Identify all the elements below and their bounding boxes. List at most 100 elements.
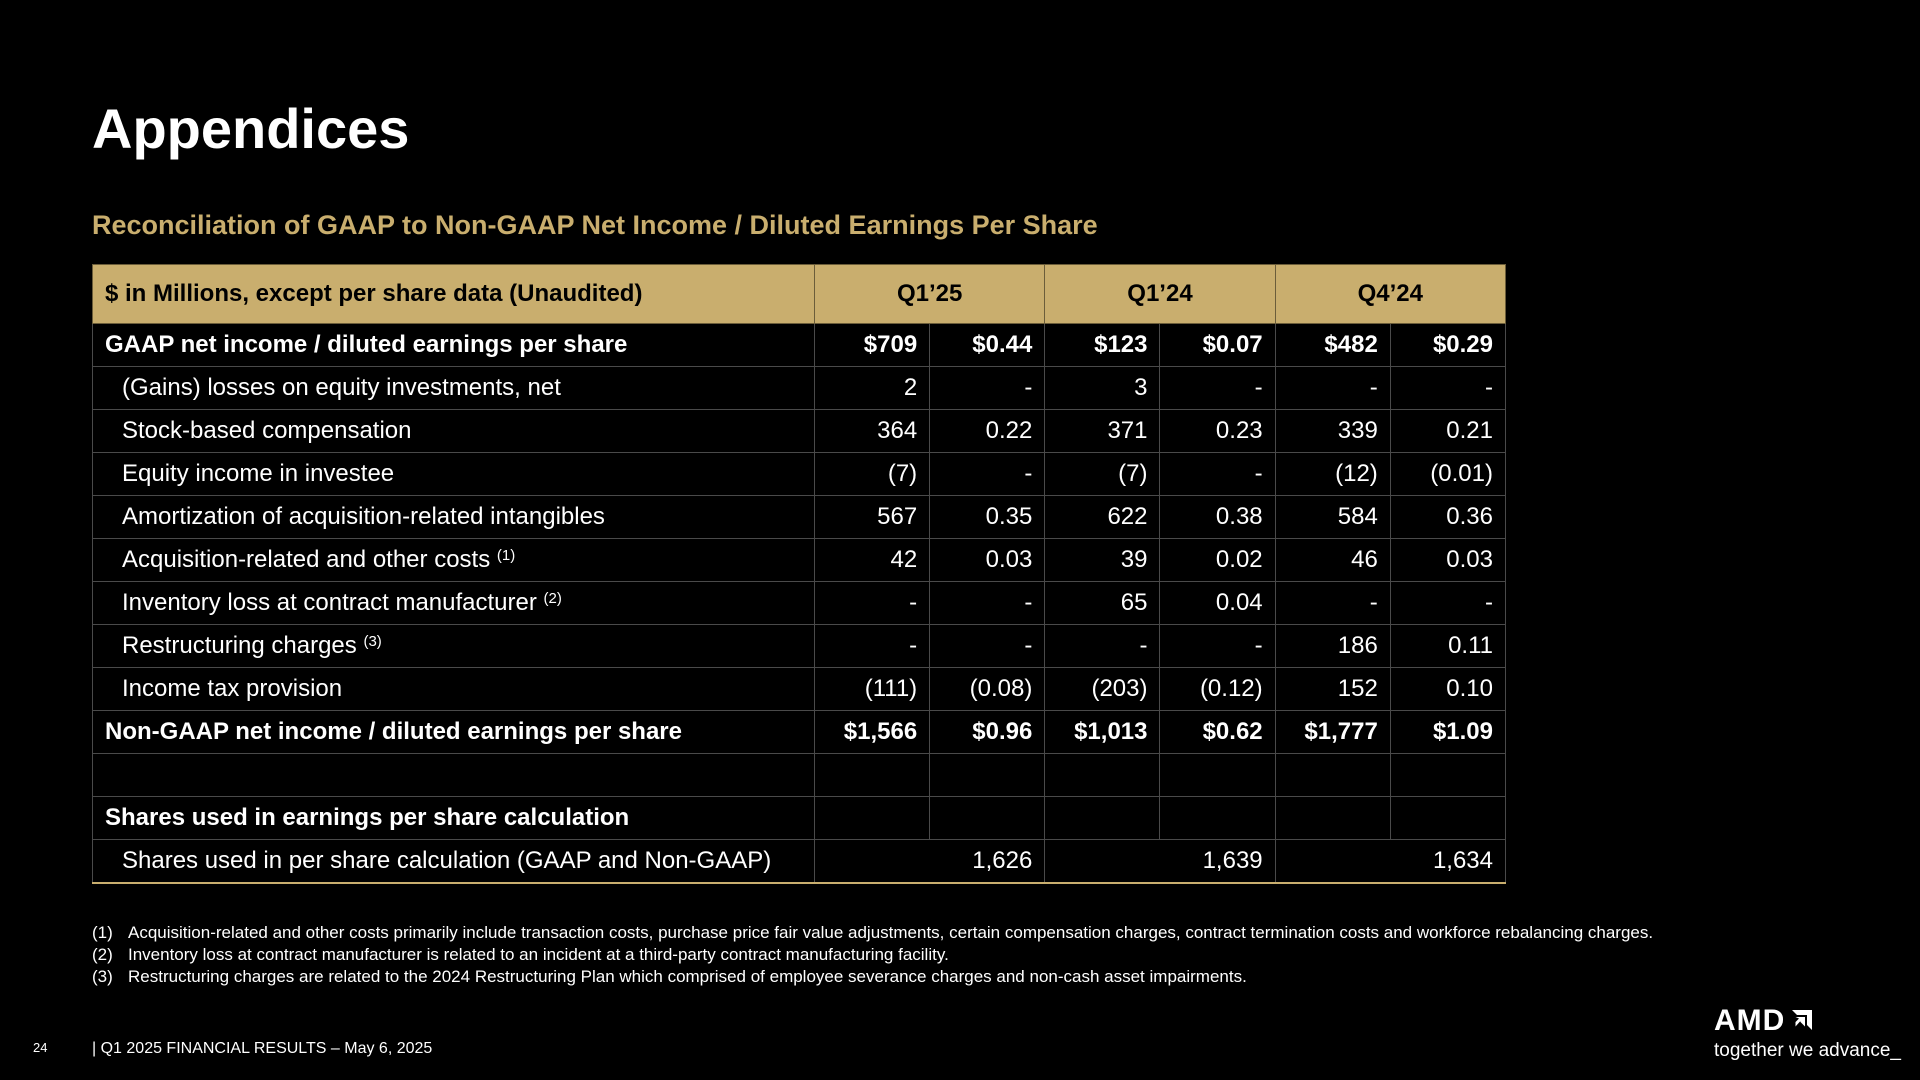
page-number: 24	[33, 1040, 48, 1055]
cell: (203)	[1044, 667, 1161, 711]
logo-wordmark: AMD	[1714, 1004, 1901, 1038]
row-label: Amortization of acquisition-related inta…	[91, 495, 816, 539]
cell: -	[929, 366, 1046, 410]
row-label: Income tax provision	[91, 667, 816, 711]
cell: -	[1389, 581, 1507, 625]
cell	[1389, 796, 1507, 840]
cell: 0.36	[1389, 495, 1507, 539]
row-label: Shares used in earnings per share calcul…	[91, 796, 816, 840]
cell: -	[814, 581, 931, 625]
cell: -	[929, 452, 1046, 496]
cell: $0.96	[929, 710, 1046, 754]
table-subtitle: Reconciliation of GAAP to Non-GAAP Net I…	[92, 210, 1098, 240]
cell: 65	[1044, 581, 1161, 625]
cell: 1,634	[1274, 839, 1507, 884]
footnote-ref: (3)	[363, 633, 382, 650]
cell: -	[1159, 452, 1276, 496]
table-row: Acquisition-related and other costs (1) …	[91, 538, 1507, 582]
cell: $1,777	[1274, 710, 1391, 754]
cell: 364	[814, 409, 931, 453]
cell: $0.07	[1159, 323, 1276, 367]
footnote-number: (3)	[92, 967, 113, 986]
cell: 0.35	[929, 495, 1046, 539]
cell: 0.38	[1159, 495, 1276, 539]
row-label: Inventory loss at contract manufacturer …	[91, 581, 816, 625]
spacer-row	[91, 753, 1507, 797]
cell: $0.29	[1389, 323, 1507, 367]
cell: 584	[1274, 495, 1391, 539]
cell: 0.02	[1159, 538, 1276, 582]
cell	[1389, 753, 1507, 797]
reconciliation-table: $ in Millions, except per share data (Un…	[91, 264, 1507, 884]
row-label: Equity income in investee	[91, 452, 816, 496]
page-title: Appendices	[92, 97, 410, 160]
cell: 186	[1274, 624, 1391, 668]
cell	[1159, 796, 1276, 840]
cell: (12)	[1274, 452, 1391, 496]
cell: $1,566	[814, 710, 931, 754]
table-row: (Gains) losses on equity investments, ne…	[91, 366, 1507, 410]
cell: 0.10	[1389, 667, 1507, 711]
cell: 39	[1044, 538, 1161, 582]
cell: (0.08)	[929, 667, 1046, 711]
row-label: Non-GAAP net income / diluted earnings p…	[91, 710, 816, 754]
row-label: GAAP net income / diluted earnings per s…	[91, 323, 816, 367]
cell: 567	[814, 495, 931, 539]
footnote: (3) Restructuring charges are related to…	[92, 966, 1653, 988]
cell: 622	[1044, 495, 1161, 539]
row-label-text: Restructuring charges	[122, 632, 357, 659]
cell	[929, 796, 1046, 840]
cell: -	[1389, 366, 1507, 410]
cell: 2	[814, 366, 931, 410]
cell: 1,639	[1044, 839, 1276, 884]
table-row: Income tax provision (111) (0.08) (203) …	[91, 667, 1507, 711]
cell: $1,013	[1044, 710, 1161, 754]
cell: -	[1274, 581, 1391, 625]
footnote: (2) Inventory loss at contract manufactu…	[92, 944, 1653, 966]
row-label: (Gains) losses on equity investments, ne…	[91, 366, 816, 410]
header-period-q1-25: Q1’25	[814, 264, 1046, 324]
row-label: Acquisition-related and other costs (1)	[91, 538, 816, 582]
cell: 339	[1274, 409, 1391, 453]
cell: $709	[814, 323, 931, 367]
cell	[814, 753, 931, 797]
amd-logo: AMD together we advance_	[1714, 1004, 1901, 1062]
cell: 0.03	[929, 538, 1046, 582]
tagline: together we advance_	[1714, 1040, 1901, 1061]
footnote-text: Restructuring charges are related to the…	[128, 967, 1247, 986]
cell	[814, 796, 931, 840]
cell: 0.04	[1159, 581, 1276, 625]
table-row: Stock-based compensation 364 0.22 371 0.…	[91, 409, 1507, 453]
footnotes: (1) Acquisition-related and other costs …	[92, 922, 1653, 988]
row-label: Restructuring charges (3)	[91, 624, 816, 668]
footnote-text: Inventory loss at contract manufacturer …	[128, 945, 949, 964]
cell: (111)	[814, 667, 931, 711]
row-label-text: Inventory loss at contract manufacturer	[122, 589, 537, 616]
cell: $123	[1044, 323, 1161, 367]
cell: -	[1159, 366, 1276, 410]
cell: -	[1274, 366, 1391, 410]
cell: 152	[1274, 667, 1391, 711]
row-label: Stock-based compensation	[91, 409, 816, 453]
cell	[929, 753, 1046, 797]
cell: 0.21	[1389, 409, 1507, 453]
table-row: Restructuring charges (3) - - - - 186 0.…	[91, 624, 1507, 668]
footnote-number: (1)	[92, 923, 113, 942]
cell: -	[1044, 624, 1161, 668]
cell: 0.11	[1389, 624, 1507, 668]
cell: (0.12)	[1159, 667, 1276, 711]
cell: 371	[1044, 409, 1161, 453]
cell	[1044, 753, 1161, 797]
cell: 0.03	[1389, 538, 1507, 582]
cell	[1274, 753, 1391, 797]
cell	[1274, 796, 1391, 840]
cell: 46	[1274, 538, 1391, 582]
table-row: Amortization of acquisition-related inta…	[91, 495, 1507, 539]
cell: 42	[814, 538, 931, 582]
cell: -	[929, 624, 1046, 668]
cell	[91, 753, 816, 797]
cell: $0.62	[1159, 710, 1276, 754]
table-row: Non-GAAP net income / diluted earnings p…	[91, 710, 1507, 754]
cell	[1044, 796, 1161, 840]
cell: (0.01)	[1389, 452, 1507, 496]
